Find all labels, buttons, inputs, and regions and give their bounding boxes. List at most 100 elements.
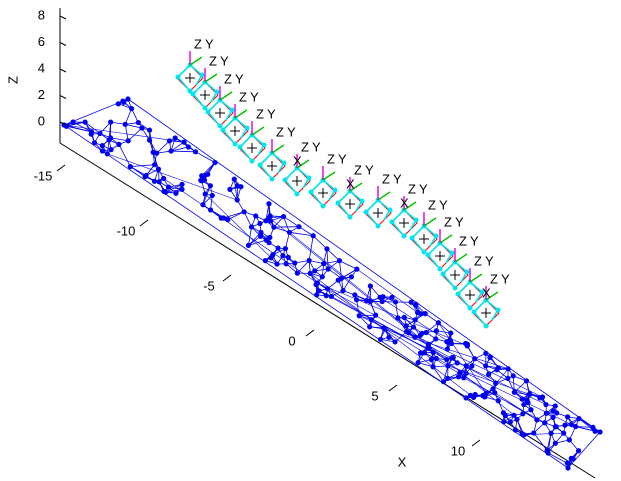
camera-corner bbox=[410, 236, 415, 241]
mesh-vertex bbox=[181, 140, 186, 145]
mesh-vertex bbox=[527, 391, 532, 396]
mesh-vertex bbox=[367, 324, 372, 329]
mesh-vertex bbox=[431, 350, 436, 355]
camera-center bbox=[267, 161, 277, 171]
mesh-vertex bbox=[501, 419, 506, 424]
mesh-vertex bbox=[89, 129, 94, 134]
camera-corner bbox=[233, 142, 238, 147]
mesh-vertex bbox=[109, 147, 114, 152]
x-tick bbox=[140, 220, 148, 226]
camera-corner bbox=[348, 215, 353, 220]
mesh-vertex bbox=[576, 448, 581, 453]
camera-y bbox=[220, 92, 232, 100]
mesh-vertex bbox=[463, 371, 468, 376]
camera-y-label: Y bbox=[267, 106, 276, 121]
mesh-vertex bbox=[369, 317, 374, 322]
mesh-vertex bbox=[493, 381, 498, 386]
camera-z-label: Z bbox=[490, 271, 498, 286]
mesh-vertex bbox=[524, 378, 529, 383]
camera-center bbox=[292, 176, 302, 186]
mesh-vertex bbox=[411, 324, 416, 329]
mesh-vertex bbox=[307, 258, 312, 263]
mesh-vertex bbox=[449, 355, 454, 360]
mesh-vertex bbox=[336, 278, 341, 283]
mesh-vertex bbox=[569, 456, 574, 461]
camera: ZY bbox=[221, 89, 260, 146]
mesh-vertex bbox=[427, 346, 432, 351]
camera-center bbox=[435, 251, 445, 261]
mesh-vertex bbox=[553, 403, 558, 408]
mesh-vertex bbox=[506, 366, 511, 371]
mesh-vertex bbox=[463, 395, 468, 400]
x-tick-label: -10 bbox=[117, 223, 136, 238]
camera-center bbox=[399, 218, 409, 228]
mesh-vertex bbox=[412, 335, 417, 340]
z-tick bbox=[60, 96, 66, 99]
mesh-vertex bbox=[565, 414, 570, 419]
camera-z-label: Z bbox=[382, 171, 390, 186]
camera-center bbox=[419, 234, 429, 244]
camera-z-label: Z bbox=[459, 233, 467, 248]
mesh-vertex bbox=[320, 274, 325, 279]
mesh-edge bbox=[309, 236, 313, 261]
camera-z-label: Z bbox=[224, 71, 232, 86]
camera-z-label: Z bbox=[444, 214, 452, 229]
mesh-vertex bbox=[82, 120, 87, 125]
camera-corner bbox=[426, 253, 431, 258]
mesh-vertex bbox=[444, 357, 449, 362]
mesh-vertex bbox=[542, 420, 547, 425]
mesh-vertex bbox=[488, 354, 493, 359]
mesh-vertex bbox=[402, 315, 407, 320]
mesh-vertex bbox=[496, 398, 501, 403]
camera: ZY bbox=[258, 124, 297, 181]
mesh-vertex bbox=[129, 106, 134, 111]
mesh-vertex bbox=[513, 427, 518, 432]
mesh-vertex bbox=[472, 356, 477, 361]
mesh-vertex bbox=[569, 422, 574, 427]
mesh-vertex bbox=[433, 336, 438, 341]
x-tick bbox=[57, 165, 65, 171]
mesh-vertex bbox=[280, 253, 285, 258]
mesh-vertex bbox=[203, 191, 208, 196]
mesh-vertex bbox=[167, 138, 172, 143]
camera-y bbox=[272, 145, 284, 153]
mesh-vertex bbox=[156, 167, 161, 172]
mesh-vertex bbox=[179, 187, 184, 192]
mesh-vertex bbox=[349, 274, 354, 279]
mesh-vertex bbox=[340, 288, 345, 293]
mesh-vertex bbox=[373, 313, 378, 318]
camera-center bbox=[200, 90, 210, 100]
mesh-vertex bbox=[139, 125, 144, 130]
camera-corner bbox=[465, 270, 470, 275]
camera-z-label: Z bbox=[239, 89, 247, 104]
mesh-vertex bbox=[284, 261, 289, 266]
mesh-vertex bbox=[161, 189, 166, 194]
camera-corner bbox=[414, 218, 419, 223]
mesh-vertex bbox=[511, 373, 516, 378]
mesh-vertex bbox=[551, 408, 556, 413]
mesh-vertex bbox=[508, 419, 513, 424]
mesh-vertex bbox=[464, 363, 469, 368]
mesh-vertex bbox=[352, 292, 357, 297]
camera-corner bbox=[438, 267, 443, 272]
camera-y-label: Y bbox=[365, 162, 374, 177]
camera-z-label: Z bbox=[301, 139, 309, 154]
mesh-vertex bbox=[445, 376, 450, 381]
z-label: Z bbox=[5, 76, 20, 84]
camera-corner bbox=[218, 124, 223, 129]
mesh-vertex bbox=[100, 148, 105, 153]
camera-corner bbox=[434, 234, 439, 239]
mesh-vertex bbox=[125, 96, 130, 101]
camera-corner bbox=[333, 188, 338, 193]
mesh-vertex bbox=[208, 207, 213, 212]
chart: Z X ZYZYZYZYZYZYZYXZYZYXZYZYXZYZYZYZYZYX… bbox=[0, 0, 621, 481]
mesh-vertex bbox=[534, 417, 539, 422]
mesh-vertex bbox=[152, 162, 157, 167]
camera-corner bbox=[336, 201, 341, 206]
camera-corner bbox=[307, 176, 312, 181]
camera-y bbox=[190, 57, 202, 65]
camera-corner bbox=[230, 108, 235, 113]
camera-corner bbox=[176, 75, 181, 80]
mesh-vertex bbox=[308, 271, 313, 276]
mesh-vertex bbox=[378, 337, 383, 342]
